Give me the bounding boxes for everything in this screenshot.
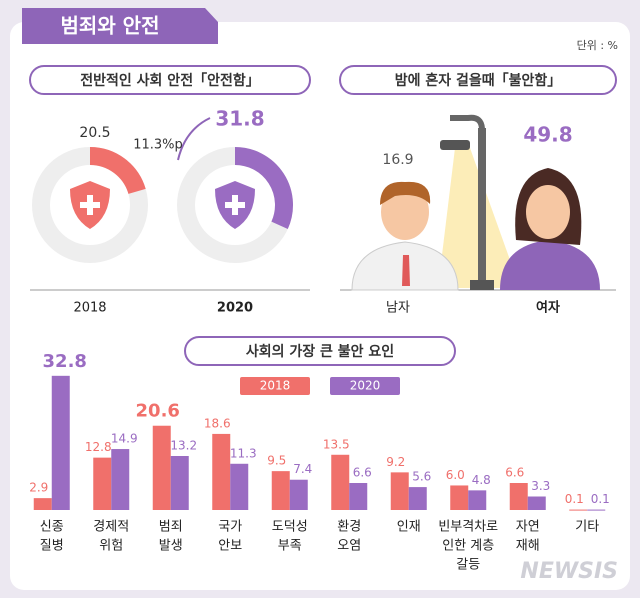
- value-label: 2.9: [29, 481, 48, 495]
- x-tick-label: 범죄: [159, 520, 183, 535]
- value-label: 6.6: [505, 466, 524, 480]
- value-label: 13.5: [323, 437, 350, 451]
- value-label: 49.8: [523, 123, 572, 147]
- illustration: [351, 114, 600, 291]
- value-label: 6.0: [446, 468, 465, 482]
- bar: [289, 479, 308, 510]
- bar: [152, 425, 171, 510]
- bar: [230, 463, 249, 510]
- bar: [450, 485, 469, 510]
- header-title: 범죄와 안전: [61, 14, 160, 38]
- legend-swatch: [240, 377, 310, 395]
- value-label: 9.2: [386, 455, 405, 469]
- shield-cross: [80, 195, 100, 215]
- bar: [569, 509, 588, 511]
- bar: [170, 456, 189, 510]
- bar: [527, 496, 546, 510]
- x-tick-label: 부족: [278, 539, 302, 554]
- x-tick-label: 기타: [575, 520, 599, 535]
- value-label: 7.4: [293, 462, 312, 476]
- legend-swatch: [330, 377, 400, 395]
- x-tick-label: 질병: [40, 539, 64, 554]
- category-label: 남자: [386, 301, 410, 316]
- change-arrow: [177, 117, 211, 161]
- section-pill: [184, 336, 456, 366]
- category-label: 2020: [217, 301, 253, 316]
- legend-label: 2020: [350, 379, 381, 393]
- bar: [331, 454, 350, 510]
- x-tick-label: 환경: [337, 520, 361, 535]
- value-label: 6.6: [353, 466, 372, 480]
- value-label: 0.1: [591, 492, 610, 506]
- bar: [349, 483, 368, 510]
- x-tick-label: 위험: [99, 539, 123, 554]
- value-label: 5.6: [412, 470, 431, 484]
- value-label: 14.9: [111, 432, 138, 446]
- bar: [51, 375, 70, 510]
- category-label: 2018: [73, 301, 106, 316]
- value-label: 12.8: [85, 440, 112, 454]
- value-label: 11.3: [230, 446, 257, 460]
- x-tick-label: 신종: [40, 520, 64, 535]
- category-label: 여자: [536, 300, 560, 316]
- value-label: 32.8: [43, 351, 87, 372]
- donut-arc: [89, 147, 146, 195]
- donut-arc: [234, 147, 293, 230]
- x-tick-label: 오염: [337, 539, 361, 554]
- x-tick-label: 안보: [218, 539, 242, 554]
- section-title: 밤에 혼자 걸을때「불안함」: [395, 72, 562, 89]
- value-label: 18.6: [204, 416, 231, 430]
- bar: [408, 487, 427, 510]
- value-label: 3.3: [531, 479, 550, 493]
- value-label: 4.8: [472, 473, 491, 487]
- bar: [33, 498, 52, 510]
- value-label: 9.5: [267, 454, 286, 468]
- bar: [509, 483, 528, 510]
- x-tick-label: 인한 계층: [442, 539, 494, 554]
- section-title: 전반적인 사회 안전「안전함」: [80, 72, 259, 89]
- bar: [212, 433, 231, 510]
- value-label: 13.2: [170, 439, 197, 453]
- header-tag: [22, 8, 218, 44]
- value-label: 20.6: [136, 401, 180, 422]
- value-label: 31.8: [215, 107, 264, 131]
- x-tick-label: 국가: [218, 520, 242, 535]
- shield-cross: [225, 195, 245, 215]
- x-tick-label: 갈등: [456, 558, 480, 573]
- bar: [587, 509, 606, 511]
- bar: [271, 471, 290, 510]
- watermark: NEWSIS: [520, 559, 618, 584]
- x-tick-label: 경제적: [93, 520, 129, 535]
- bar: [390, 472, 409, 510]
- bar: [468, 490, 487, 510]
- x-tick-label: 인재: [397, 520, 421, 535]
- section-pill: [339, 65, 617, 95]
- x-tick-label: 빈부격차로: [438, 520, 498, 535]
- value-label: 16.9: [382, 152, 413, 168]
- bar: [93, 457, 112, 510]
- section-pill: [29, 65, 311, 95]
- legend-label: 2018: [260, 379, 291, 393]
- annotation: 11.3%p: [133, 138, 183, 153]
- bar: [111, 449, 130, 510]
- unit: 단위 : %: [577, 39, 618, 52]
- value-label: 0.1: [565, 492, 584, 506]
- x-tick-label: 재해: [516, 539, 540, 554]
- value-label: 20.5: [79, 125, 110, 141]
- x-tick-label: 발생: [159, 539, 183, 554]
- section-title: 사회의 가장 큰 불안 요인: [246, 343, 394, 360]
- x-tick-label: 자연: [516, 520, 540, 535]
- x-tick-label: 도덕성: [272, 520, 308, 535]
